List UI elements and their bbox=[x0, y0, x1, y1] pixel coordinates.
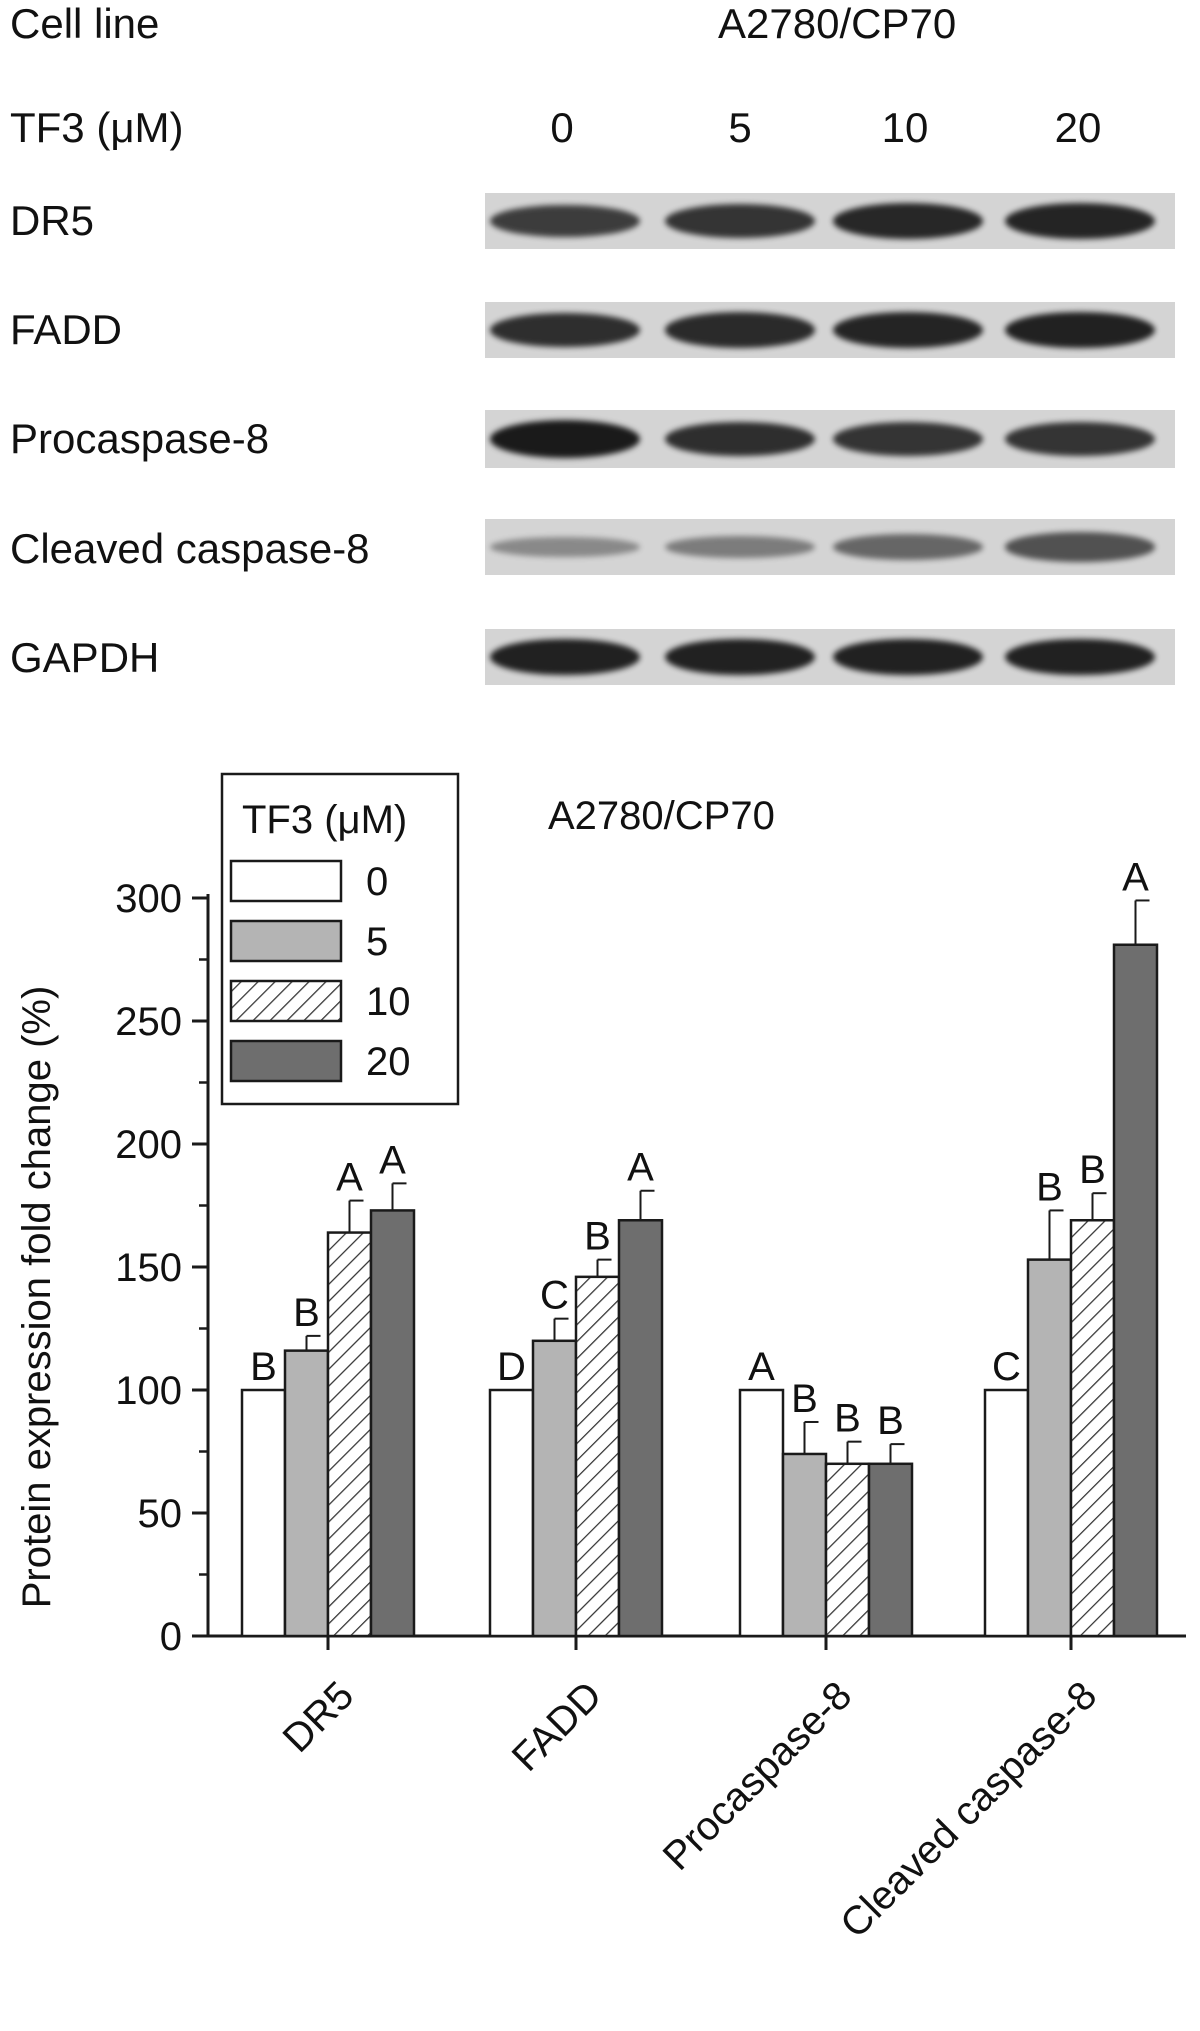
significance-letter: A bbox=[379, 1138, 406, 1182]
y-tick-label: 200 bbox=[115, 1123, 182, 1167]
blot-row-label: Cleaved caspase-8 bbox=[10, 525, 370, 572]
blot-band bbox=[833, 638, 983, 676]
bar bbox=[824, 1462, 871, 1638]
blot-band bbox=[1005, 532, 1155, 562]
significance-letter: C bbox=[540, 1274, 569, 1318]
blot-band bbox=[490, 312, 640, 348]
chart-title: A2780/CP70 bbox=[548, 794, 775, 838]
bar bbox=[983, 1388, 1030, 1638]
legend-swatch bbox=[229, 1039, 343, 1083]
blot-band bbox=[1005, 421, 1155, 457]
bar bbox=[867, 1462, 914, 1638]
blot-band bbox=[490, 536, 640, 558]
x-tick-label: DR5 bbox=[275, 1673, 363, 1761]
significance-letter: C bbox=[992, 1345, 1021, 1389]
significance-letter: B bbox=[250, 1345, 277, 1389]
legend-label: 20 bbox=[366, 1040, 411, 1084]
blot-band bbox=[833, 421, 983, 457]
x-tick-label: FADD bbox=[504, 1673, 611, 1780]
dose-label: 10 bbox=[881, 104, 929, 151]
bar bbox=[1112, 943, 1159, 1638]
x-tick-label: Procaspase-8 bbox=[655, 1673, 861, 1879]
legend-title: TF3 (μM) bbox=[242, 798, 407, 842]
treatment-label: TF3 (μM) bbox=[10, 104, 184, 151]
cell-line-label: Cell line bbox=[10, 0, 160, 47]
blot-strip-dr5 bbox=[485, 193, 1175, 249]
blot-band bbox=[665, 535, 815, 559]
blot-band bbox=[665, 203, 815, 239]
bar bbox=[738, 1388, 785, 1638]
western-blot-panel: Cell line A2780/CP70 TF3 (μM) 0 5 10 20 … bbox=[0, 0, 1200, 740]
significance-letter: B bbox=[293, 1291, 320, 1335]
dose-label: 20 bbox=[1054, 104, 1102, 151]
significance-letter: A bbox=[627, 1146, 654, 1190]
legend-swatch bbox=[229, 979, 343, 1023]
blot-band bbox=[833, 203, 983, 239]
blot-band bbox=[1005, 202, 1155, 240]
blot-band bbox=[490, 204, 640, 238]
x-tick-label: Cleaved caspase-8 bbox=[832, 1673, 1105, 1946]
y-tick-label: 100 bbox=[115, 1369, 182, 1413]
blot-band bbox=[833, 534, 983, 560]
bar bbox=[326, 1231, 373, 1638]
legend-label: 5 bbox=[366, 920, 388, 964]
bar bbox=[781, 1452, 828, 1638]
bar bbox=[240, 1388, 287, 1638]
legend-label: 10 bbox=[366, 980, 411, 1024]
bar bbox=[531, 1339, 578, 1638]
legend-swatch bbox=[229, 919, 343, 963]
bar bbox=[488, 1388, 535, 1638]
dose-label: 5 bbox=[728, 104, 752, 151]
blot-band bbox=[490, 638, 640, 676]
cell-line-value: A2780/CP70 bbox=[718, 0, 957, 47]
blot-band bbox=[833, 311, 983, 349]
significance-letter: B bbox=[791, 1377, 818, 1421]
blot-strip-procaspase-8 bbox=[485, 410, 1175, 468]
dose-label: 0 bbox=[550, 104, 574, 151]
blot-band bbox=[665, 421, 815, 457]
y-tick-label: 300 bbox=[115, 877, 182, 921]
blot-strip-fadd bbox=[485, 302, 1175, 358]
legend-label: 0 bbox=[366, 860, 388, 904]
y-tick-label: 150 bbox=[115, 1246, 182, 1290]
significance-letter: A bbox=[336, 1156, 363, 1200]
legend-swatch bbox=[229, 859, 343, 903]
blot-row-label: Procaspase-8 bbox=[10, 415, 270, 462]
blot-row-label: FADD bbox=[10, 306, 123, 353]
bar bbox=[283, 1349, 330, 1638]
significance-letter: B bbox=[834, 1397, 861, 1441]
significance-letter: D bbox=[497, 1345, 526, 1389]
blot-band bbox=[1005, 638, 1155, 676]
significance-letter: B bbox=[584, 1215, 611, 1259]
bar bbox=[369, 1209, 416, 1638]
blot-row-label: DR5 bbox=[10, 197, 95, 244]
y-axis-label: Protein expression fold change (%) bbox=[15, 986, 59, 1609]
significance-letter: B bbox=[1036, 1165, 1063, 1209]
significance-letter: B bbox=[1079, 1148, 1106, 1192]
bar bbox=[574, 1275, 621, 1638]
blot-strip-cleaved-caspase-8 bbox=[485, 519, 1175, 575]
significance-letter: A bbox=[748, 1345, 775, 1389]
significance-letter: B bbox=[877, 1399, 904, 1443]
bar bbox=[617, 1219, 664, 1638]
y-tick-label: 50 bbox=[138, 1492, 183, 1536]
bar bbox=[1069, 1219, 1116, 1638]
bar bbox=[1026, 1258, 1073, 1638]
blot-strip-gapdh bbox=[485, 629, 1175, 685]
blot-band bbox=[1005, 311, 1155, 349]
blot-band bbox=[665, 312, 815, 348]
blot-band bbox=[490, 420, 640, 458]
blot-row-label: GAPDH bbox=[10, 634, 160, 681]
significance-letter: A bbox=[1122, 855, 1149, 899]
y-tick-label: 0 bbox=[160, 1615, 182, 1659]
y-tick-label: 250 bbox=[115, 1000, 182, 1044]
blot-band bbox=[665, 638, 815, 676]
